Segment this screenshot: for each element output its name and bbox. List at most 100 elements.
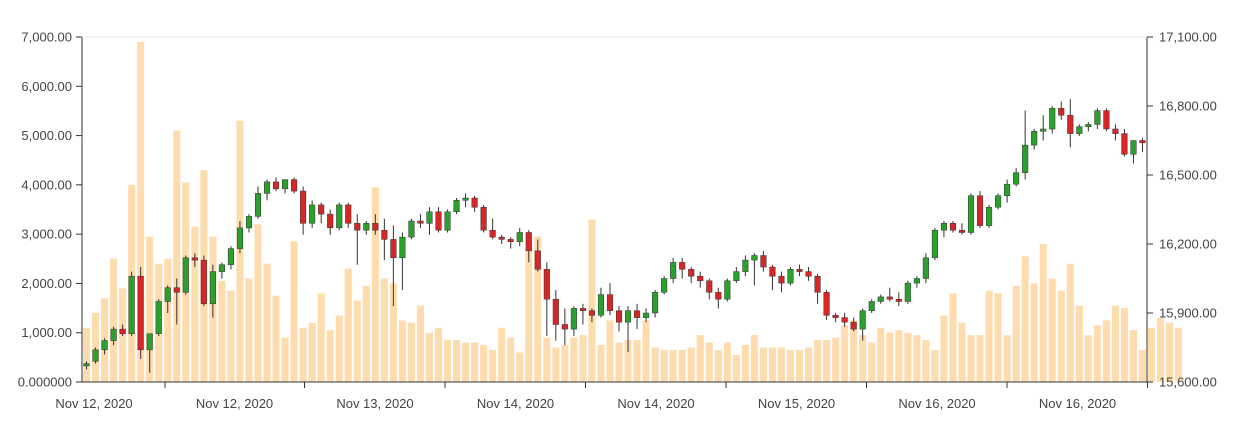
candle — [1022, 110, 1029, 180]
volume-bar — [191, 226, 199, 382]
candle-body-down — [634, 310, 641, 318]
candle-body-down — [498, 236, 505, 240]
candle-body-up — [227, 248, 234, 265]
candle-body-down — [1103, 110, 1110, 130]
candle — [390, 225, 397, 307]
volume-bar — [642, 320, 650, 382]
candle — [588, 308, 595, 323]
candle-body-down — [200, 259, 207, 305]
candle-body-down — [715, 292, 722, 300]
volume-bar — [1057, 290, 1065, 382]
x-tick-label: Nov 13, 2020 — [336, 396, 413, 411]
candle-body-up — [155, 301, 162, 334]
candle-body-down — [327, 213, 334, 229]
candle — [606, 283, 614, 316]
volume-bar — [362, 285, 370, 382]
volume-bar — [615, 342, 623, 382]
candle — [444, 209, 451, 233]
candle-body-up — [263, 181, 271, 194]
candle-body-down — [1058, 108, 1065, 116]
candle — [814, 273, 821, 304]
volume-bar — [561, 345, 569, 382]
volume-bar — [1102, 320, 1110, 382]
candle — [787, 267, 794, 286]
volume-bar — [290, 241, 298, 382]
candle-body-down — [823, 292, 830, 316]
volume-bar — [705, 342, 713, 382]
candle-body-down — [390, 239, 397, 259]
right-y-axis: 15,600.00 15,900.00 16,200.00 16,500.00 16,8… — [1147, 30, 1217, 390]
candle — [471, 195, 478, 212]
volume-bar — [380, 278, 388, 382]
candle-body-up — [787, 269, 794, 284]
volume-bar — [1093, 325, 1101, 382]
candle — [796, 264, 803, 277]
candle — [1139, 138, 1146, 152]
volume-bar — [976, 335, 984, 382]
candle-body-up — [967, 195, 975, 233]
candle-body-down — [679, 262, 686, 270]
candle — [886, 287, 893, 302]
candle — [958, 223, 966, 235]
candle — [634, 303, 641, 330]
candle-body-up — [868, 301, 875, 311]
candle-body-down — [850, 321, 857, 330]
volume-bar — [1157, 317, 1165, 382]
candle — [1076, 124, 1083, 136]
candle — [525, 230, 532, 263]
volume-bar — [949, 293, 957, 382]
candle-body-up — [128, 275, 135, 334]
volume-bar — [444, 340, 452, 382]
candle-body-down — [769, 266, 776, 277]
candle-body-down — [119, 328, 126, 334]
candle-body-down — [525, 232, 532, 252]
candle — [426, 207, 433, 235]
candle — [561, 308, 568, 346]
candle — [895, 292, 902, 307]
x-tick-label: Nov 16, 2020 — [1039, 396, 1116, 411]
candle — [381, 218, 388, 261]
volume-bar — [994, 293, 1002, 382]
volume-bar — [1039, 244, 1047, 382]
volume-bar — [877, 327, 885, 382]
candle-body-down — [976, 195, 984, 226]
candle-body-up — [336, 204, 343, 229]
candle-body-up — [624, 310, 632, 323]
volume-bar — [335, 315, 343, 382]
candle — [354, 214, 361, 265]
left-tick-label: 3,000.00 — [21, 227, 72, 242]
right-tick-label: 16,500.00 — [1159, 168, 1217, 183]
volume-bar — [750, 335, 758, 382]
volume-bar — [1166, 322, 1174, 382]
candle — [949, 221, 957, 233]
candle — [769, 264, 776, 290]
candle — [877, 294, 884, 304]
candle-body-down — [886, 296, 893, 300]
volume-bar — [931, 349, 939, 382]
candle-body-down — [895, 298, 902, 302]
volume-bar — [796, 349, 804, 382]
volume-bar — [525, 251, 533, 382]
right-tick-label: 17,100.00 — [1159, 30, 1217, 45]
x-tick-label: Nov 12, 2020 — [55, 396, 132, 411]
volume-bar — [759, 347, 767, 382]
volume-bar — [1129, 330, 1137, 382]
candle-body-up — [859, 310, 866, 330]
volume-bar — [1021, 256, 1029, 382]
candle — [83, 361, 90, 370]
candle — [904, 280, 911, 304]
left-tick-label: 7,000.00 — [21, 30, 72, 45]
volume-bar — [1012, 285, 1020, 382]
candle-body-up — [1085, 124, 1092, 127]
volume-bar — [967, 335, 975, 382]
candle-body-down — [778, 275, 785, 284]
x-tick-label: Nov 15, 2020 — [758, 396, 835, 411]
candle — [507, 237, 514, 249]
candle — [643, 308, 650, 323]
volume-bar — [227, 290, 235, 382]
candle — [119, 324, 126, 336]
right-tick-label: 16,800.00 — [1159, 99, 1217, 114]
candle-body-up — [309, 204, 316, 224]
candle-body-down — [796, 269, 803, 272]
candle — [408, 218, 415, 240]
